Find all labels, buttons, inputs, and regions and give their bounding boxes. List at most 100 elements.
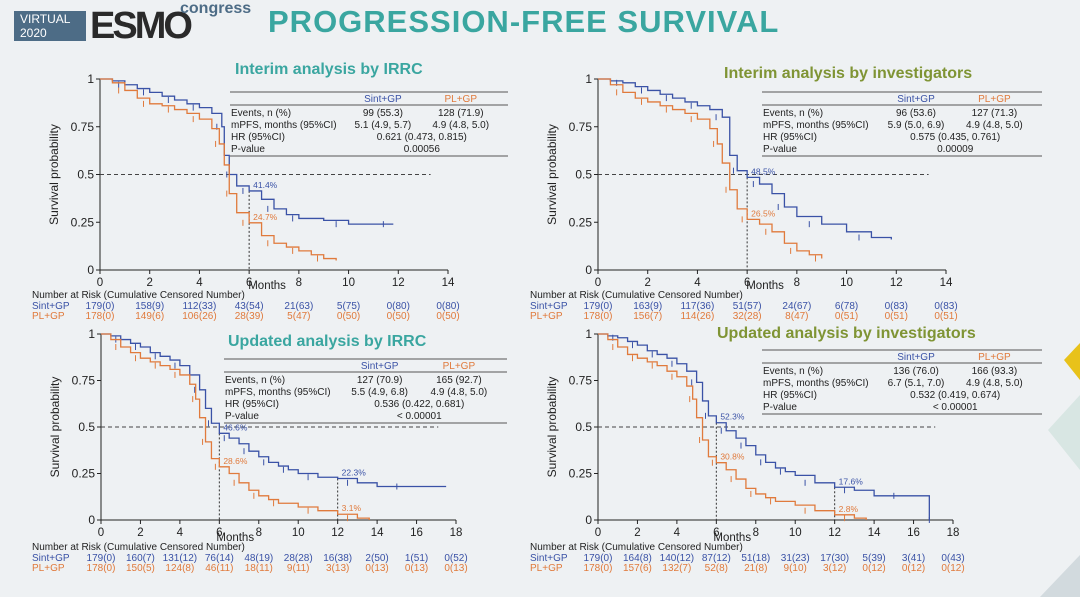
table-cell-merged: 0.00056 <box>404 144 441 155</box>
table-row-label: Events, n (%) <box>231 108 291 119</box>
esmo-logo: ESMO <box>90 5 193 47</box>
risk-value: 156(7) <box>633 311 662 322</box>
risk-value: 32(28) <box>733 311 762 322</box>
risk-value: 178(0) <box>87 563 116 574</box>
risk-value: 28(28) <box>284 553 313 564</box>
table-row-label: mPFS, months (95%CI) <box>225 387 331 398</box>
table-header-pl: PL+GP <box>978 352 1011 363</box>
risk-value: 51(57) <box>733 301 762 312</box>
risk-value: 178(0) <box>584 311 613 322</box>
risk-value: 46(11) <box>205 563 233 574</box>
risk-row-label: Sint+GP <box>32 553 70 564</box>
risk-value: 0(50) <box>436 311 459 322</box>
risk-table-title: Number at Risk (Cumulative Censored Numb… <box>32 542 245 553</box>
y-axis-label: Survival probability <box>47 124 61 225</box>
y-tick-label: 0.25 <box>569 467 593 481</box>
y-tick-label: 0.25 <box>72 467 96 481</box>
risk-value: 9(10) <box>784 563 807 574</box>
risk-value: 17(30) <box>820 553 849 564</box>
landmark-label: 24.7% <box>253 212 278 222</box>
risk-value: 132(7) <box>662 563 691 574</box>
risk-value: 0(83) <box>934 301 957 312</box>
risk-value: 48(19) <box>244 553 273 564</box>
table-row-label: mPFS, months (95%CI) <box>763 378 869 389</box>
risk-value: 114(26) <box>681 311 715 322</box>
risk-value: 179(0) <box>86 301 115 312</box>
chart-title: Updated analysis by IRRC <box>228 333 427 350</box>
page-title: PROGRESSION-FREE SURVIVAL <box>268 4 780 39</box>
risk-value: 0(51) <box>885 311 908 322</box>
y-axis-label: Survival probability <box>545 124 559 225</box>
landmark-label: 48.5% <box>751 166 776 176</box>
table-header-sint: Sint+GP <box>897 352 935 363</box>
table-cell-sint: 127 (70.9) <box>357 375 403 386</box>
risk-value: 5(39) <box>862 553 885 564</box>
risk-value: 21(63) <box>284 301 313 312</box>
x-tick-label: 16 <box>907 527 920 539</box>
x-tick-label: 16 <box>410 527 423 539</box>
table-header-pl: PL+GP <box>978 94 1011 105</box>
table-cell-sint: 5.9 (5.0, 6.9) <box>888 120 945 131</box>
x-tick-label: 12 <box>828 527 841 539</box>
landmark-label: 17.6% <box>839 476 864 486</box>
risk-value: 179(0) <box>584 301 613 312</box>
risk-table-title: Number at Risk (Cumulative Censored Numb… <box>32 290 245 301</box>
table-row-label: P-value <box>225 411 259 422</box>
x-tick-label: 18 <box>450 527 463 539</box>
chart-title: Interim analysis by IRRC <box>235 61 423 78</box>
x-tick-label: 10 <box>292 527 305 539</box>
x-tick-label: 2 <box>137 527 143 539</box>
risk-table-title: Number at Risk (Cumulative Censored Numb… <box>530 542 743 553</box>
x-axis-label: Months <box>248 280 286 292</box>
risk-value: 21(8) <box>744 563 767 574</box>
table-cell-merged: 0.621 (0.473, 0.815) <box>377 132 467 143</box>
table-cell-merged: 0.532 (0.419, 0.674) <box>910 390 1000 401</box>
table-cell-sint: 99 (55.3) <box>363 108 403 119</box>
table-header-sint: Sint+GP <box>897 94 935 105</box>
table-cell-merged: 0.575 (0.435, 0.761) <box>910 132 1000 143</box>
table-cell-pl: 128 (71.9) <box>438 108 484 119</box>
risk-value: 178(0) <box>584 563 613 574</box>
table-cell-pl: 165 (92.7) <box>436 375 482 386</box>
risk-value: 0(12) <box>902 563 925 574</box>
risk-value: 0(12) <box>941 563 964 574</box>
landmark-label: 41.4% <box>253 180 278 190</box>
landmark-label: 2.8% <box>839 504 859 514</box>
table-row-label: mPFS, months (95%CI) <box>763 120 869 131</box>
risk-value: 117(36) <box>681 301 715 312</box>
risk-value: 0(50) <box>387 311 410 322</box>
x-tick-label: 8 <box>753 527 759 539</box>
x-tick-label: 14 <box>940 277 953 289</box>
risk-value: 43(54) <box>235 301 264 312</box>
risk-value: 0(83) <box>885 301 908 312</box>
y-tick-label: 0.25 <box>569 215 593 229</box>
y-tick-label: 0 <box>88 513 95 527</box>
risk-value: 0(52) <box>444 553 467 564</box>
risk-value: 0(80) <box>436 301 459 312</box>
table-cell-pl: 4.9 (4.8, 5.0) <box>432 120 489 131</box>
y-tick-label: 0 <box>585 513 592 527</box>
risk-value: 0(51) <box>934 311 957 322</box>
x-tick-label: 6 <box>744 277 750 289</box>
risk-value: 140(12) <box>660 553 694 564</box>
risk-row-label: PL+GP <box>530 311 563 322</box>
table-cell-merged: 0.536 (0.422, 0.681) <box>374 399 464 410</box>
landmark-label: 52.3% <box>720 412 745 422</box>
risk-value: 3(12) <box>823 563 846 574</box>
risk-row-label: PL+GP <box>32 563 65 574</box>
x-tick-label: 4 <box>196 277 203 289</box>
x-tick-label: 14 <box>868 527 881 539</box>
y-tick-label: 0.75 <box>569 120 593 134</box>
x-tick-label: 14 <box>371 527 384 539</box>
risk-value: 3(13) <box>326 563 349 574</box>
risk-row-label: PL+GP <box>32 311 65 322</box>
risk-value: 5(75) <box>337 301 360 312</box>
table-row-label: Events, n (%) <box>763 108 823 119</box>
x-tick-label: 18 <box>947 527 960 539</box>
table-cell-merged: < 0.00001 <box>397 411 442 422</box>
risk-value: 0(13) <box>365 563 388 574</box>
table-cell-pl: 4.9 (4.8, 5.0) <box>431 387 488 398</box>
